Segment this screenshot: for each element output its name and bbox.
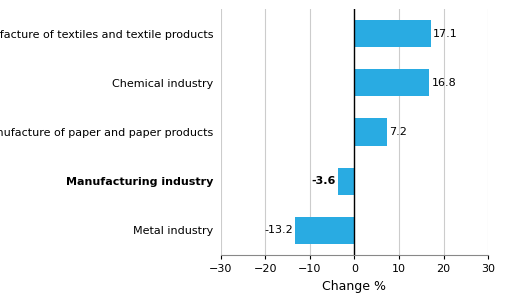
Bar (354, 118, 386, 146)
Bar (338, 168, 354, 195)
Bar (354, 69, 429, 96)
Bar (296, 217, 354, 244)
X-axis label: Change %: Change % (322, 280, 386, 292)
Text: -13.2: -13.2 (265, 225, 293, 235)
Text: 7.2: 7.2 (388, 127, 406, 137)
Bar (354, 20, 430, 47)
Text: 17.1: 17.1 (433, 29, 458, 39)
Text: -3.6: -3.6 (312, 176, 336, 186)
Text: 16.8: 16.8 (432, 78, 456, 88)
